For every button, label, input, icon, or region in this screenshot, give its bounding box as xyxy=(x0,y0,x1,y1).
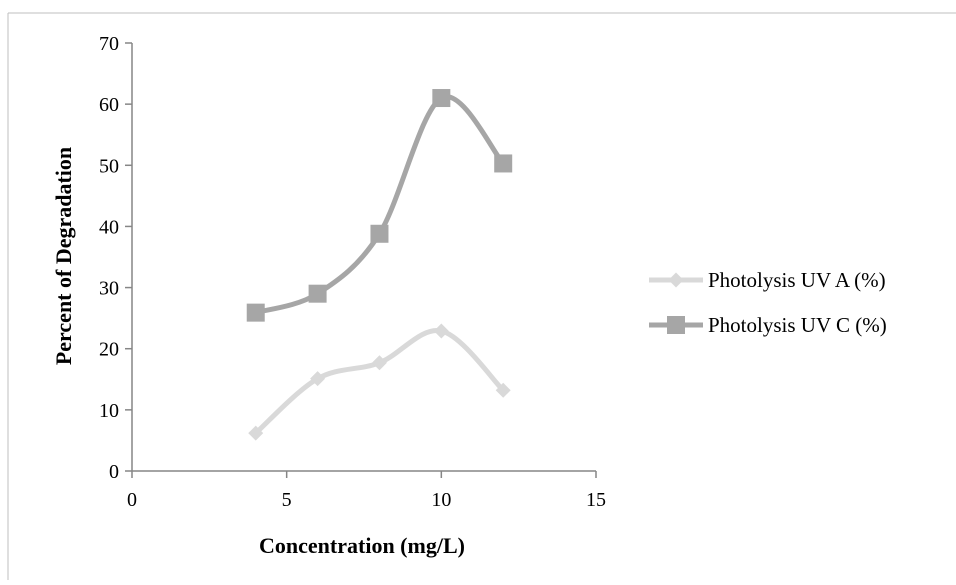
y-tick-label: 10 xyxy=(99,400,119,422)
x-tick-label: 10 xyxy=(431,489,451,511)
data-point xyxy=(248,425,264,441)
data-point xyxy=(495,382,511,398)
series-line xyxy=(253,328,506,436)
y-axis-title: Percent of Degradation xyxy=(51,147,76,365)
y-tick-label: 70 xyxy=(99,33,119,55)
legend-marker xyxy=(667,316,685,334)
legend: Photolysis UV A (%) Photolysis UV C (%) xyxy=(649,268,887,337)
x-tick-label: 5 xyxy=(282,489,292,511)
legend-label: Photolysis UV C (%) xyxy=(708,313,887,337)
x-tick-label: 15 xyxy=(586,489,606,511)
series-uv-a xyxy=(248,323,511,441)
data-point xyxy=(494,154,513,173)
series-line xyxy=(253,94,506,316)
data-point xyxy=(246,303,265,322)
data-point xyxy=(370,224,389,243)
data-point xyxy=(371,355,387,371)
series-layer xyxy=(246,89,513,441)
legend-marker xyxy=(668,272,684,288)
data-point xyxy=(308,284,327,303)
x-axis-title: Concentration (mg/L) xyxy=(259,533,465,558)
legend-label: Photolysis UV A (%) xyxy=(708,268,886,292)
data-point xyxy=(433,323,449,339)
y-tick-label: 50 xyxy=(99,155,119,177)
y-tick-label: 40 xyxy=(99,216,119,238)
data-point xyxy=(432,89,451,108)
legend-item: Photolysis UV C (%) xyxy=(649,313,887,337)
y-tick-label: 60 xyxy=(99,94,119,116)
x-tick-label: 0 xyxy=(127,489,137,511)
axes: 0 10 20 30 40 50 60 70 0 5 10 15 xyxy=(99,33,606,511)
legend-item: Photolysis UV A (%) xyxy=(649,268,886,292)
series-uv-c xyxy=(246,89,513,322)
y-tick-label: 0 xyxy=(109,461,119,483)
data-point xyxy=(310,371,326,387)
y-tick-label: 30 xyxy=(99,278,119,300)
y-tick-label: 20 xyxy=(99,339,119,361)
